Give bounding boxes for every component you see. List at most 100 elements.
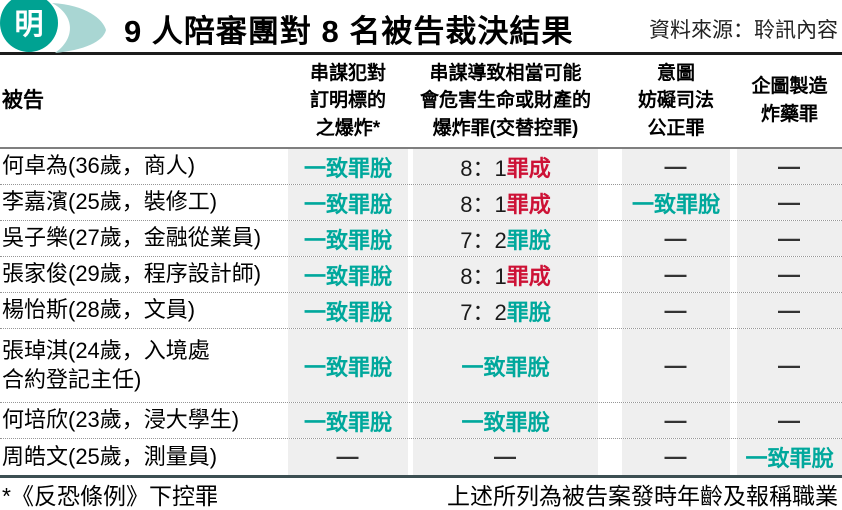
- verdict-cell: —: [622, 293, 730, 328]
- verdict-text: 一致罪脫: [303, 263, 392, 289]
- verdict-text: 一致罪脫: [303, 354, 392, 380]
- verdict-cell: 一致罪脫: [288, 185, 408, 220]
- column-gap: [408, 185, 413, 220]
- verdict-cell: —: [737, 293, 842, 328]
- mingpao-logo-svg: 明: [0, 0, 106, 53]
- column-header-defendant: 被告: [2, 88, 44, 112]
- verdict-cell: 一致罪脫: [737, 439, 842, 475]
- verdict-cell: —: [413, 439, 598, 475]
- verdict-cell: —: [737, 257, 842, 292]
- column-gap: [408, 329, 413, 402]
- verdict-cell: 一致罪脫: [288, 257, 408, 292]
- column-gap: [730, 257, 737, 292]
- column-gap: [598, 149, 622, 184]
- page-title: 9 人陪審團對 8 名被告裁決結果: [124, 14, 574, 49]
- table-body: 何卓為(36歲，商人) 一致罪脫 8：1 罪成 — — 李嘉濱(25歲，裝修工) …: [0, 149, 842, 475]
- column-header-charge-3: 意圖 妨礙司法 公正罪: [637, 62, 714, 139]
- verdict-text: —: [664, 225, 688, 251]
- column-header-charge-2: 串謀導致相當可能 會危害生命或財產的 爆炸罪(交替控罪): [419, 62, 591, 139]
- verdict-text: —: [494, 444, 517, 469]
- column-gap: [730, 185, 737, 220]
- table-row: 張家俊(29歲，程序設計師) 一致罪脫 8：1 罪成 — —: [0, 257, 842, 293]
- verdict-cell: —: [622, 403, 730, 438]
- verdict-text: —: [778, 297, 801, 323]
- verdict-cell: 一致罪脫: [288, 221, 408, 256]
- column-gap: [730, 403, 737, 438]
- verdict-text: —: [778, 407, 801, 433]
- column-header-charge-4: 企圖製造 炸藥罪: [751, 76, 828, 125]
- verdict-text: —: [664, 352, 688, 378]
- mingpao-logo-icon: 明: [0, 0, 112, 56]
- verdict-text: 一致罪脫: [303, 409, 392, 435]
- verdict-cell: 8：1 罪成: [413, 257, 598, 292]
- verdict-cell: —: [737, 221, 842, 256]
- verdict-text: —: [778, 225, 801, 251]
- defendant-name: 楊怡斯(28歲，文員): [2, 297, 196, 323]
- column-gap: [730, 439, 737, 475]
- footnotes: *《反恐條例》下控罪 上述所列為被告案發時年齡及報稱職業: [0, 478, 842, 509]
- verdict-text: 一致罪脫: [303, 155, 392, 181]
- defendant-name: 周皓文(25歲，測量員): [2, 443, 218, 469]
- verdict-text: 一致罪脫: [303, 227, 392, 253]
- defendant-name: 李嘉濱(25歲，裝修工): [2, 189, 218, 215]
- table-row: 何卓為(36歲，商人) 一致罪脫 8：1 罪成 — —: [0, 149, 842, 185]
- column-gap: [730, 221, 737, 256]
- verdict-text: 一致罪脫: [461, 354, 550, 380]
- table-column-headers: 被告 串謀犯對 訂明標的 之爆炸* 串謀導致相當可能 會危害生命或財產的 爆炸罪…: [0, 55, 842, 149]
- verdict-text: —: [664, 297, 688, 323]
- verdict-cell: —: [737, 329, 842, 402]
- verdict-vote-split: 7：2: [460, 299, 507, 325]
- table-row: 李嘉濱(25歲，裝修工) 一致罪脫 8：1 罪成 一致罪脫 —: [0, 185, 842, 221]
- column-gap: [598, 221, 622, 256]
- defendant-name: 吳子樂(27歲，金融從業員): [2, 225, 262, 251]
- verdict-cell: —: [622, 257, 730, 292]
- verdict-text: 一致罪脫: [631, 191, 720, 217]
- defendant-name: 何培欣(23歲，浸大學生): [2, 407, 240, 433]
- table-row: 周皓文(25歲，測量員) — — — 一致罪脫: [0, 439, 842, 475]
- verdict-vote-split: 8：1: [460, 155, 507, 181]
- column-gap: [598, 439, 622, 475]
- verdict-text: —: [664, 153, 688, 179]
- column-gap: [598, 185, 622, 220]
- verdict-text: 罪成: [506, 263, 551, 289]
- verdict-vote-split: 7：2: [460, 227, 507, 253]
- verdict-cell: —: [622, 439, 730, 475]
- footnote-charge-ordinance: *《反恐條例》下控罪: [2, 482, 218, 509]
- verdict-cell: 7：2 罪脫: [413, 221, 598, 256]
- column-gap: [408, 221, 413, 256]
- column-gap: [598, 257, 622, 292]
- verdict-cell: 一致罪脫: [288, 293, 408, 328]
- verdict-text: 罪成: [506, 191, 551, 217]
- verdict-vote-split: 8：1: [460, 263, 507, 289]
- verdict-text: 一致罪脫: [745, 446, 834, 471]
- verdict-text: 一致罪脫: [303, 299, 392, 325]
- verdict-text: —: [778, 261, 801, 287]
- header: 明 9 人陪審團對 8 名被告裁決結果 資料來源：聆訊內容: [0, 0, 842, 55]
- column-gap: [730, 329, 737, 402]
- column-gap: [408, 149, 413, 184]
- column-gap: [598, 293, 622, 328]
- verdict-cell: —: [622, 329, 730, 402]
- table-row: 楊怡斯(28歲，文員) 一致罪脫 7：2 罪脫 — —: [0, 293, 842, 329]
- defendant-name: 張家俊(29歲，程序設計師): [2, 261, 262, 287]
- column-gap: [730, 149, 737, 184]
- verdict-text: 一致罪脫: [461, 409, 550, 435]
- verdict-cell: —: [288, 439, 408, 475]
- verdict-text: —: [778, 189, 801, 215]
- defendant-name: 何卓為(36歲，商人): [2, 153, 196, 179]
- column-header-charge-1: 串謀犯對 訂明標的 之爆炸*: [309, 62, 386, 139]
- verdict-cell: 一致罪脫: [413, 329, 598, 402]
- verdict-cell: —: [622, 221, 730, 256]
- defendant-name: 張琸淇(24歲，入境處 合約登記主任): [2, 337, 210, 392]
- column-gap: [730, 293, 737, 328]
- verdict-cell: 一致罪脫: [413, 403, 598, 438]
- verdict-text: 一致罪脫: [303, 191, 392, 217]
- verdict-cell: 一致罪脫: [288, 149, 408, 184]
- verdict-cell: —: [737, 185, 842, 220]
- verdict-cell: —: [622, 149, 730, 184]
- verdict-text: —: [778, 352, 801, 378]
- verdict-text: —: [336, 444, 360, 469]
- column-gap: [598, 403, 622, 438]
- verdict-cell: 8：1 罪成: [413, 149, 598, 184]
